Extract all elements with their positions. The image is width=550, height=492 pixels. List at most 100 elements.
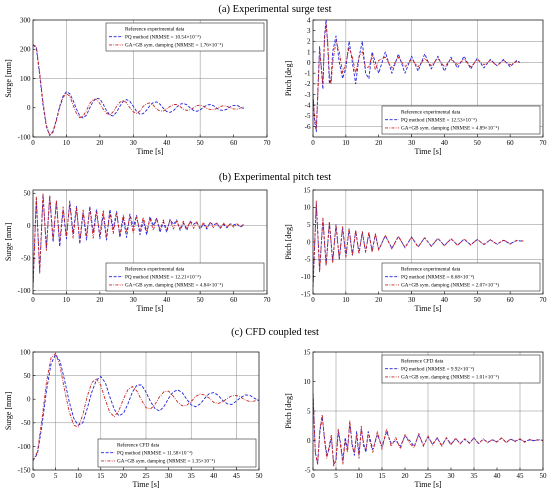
y-axis-label: Pitch [deg]	[284, 393, 293, 429]
y-tick-label: -100	[18, 443, 31, 451]
x-tick-label: 15	[379, 472, 387, 480]
legend-box	[105, 22, 265, 52]
series-line-ga	[313, 393, 543, 467]
y-tick-label: -10	[301, 273, 311, 281]
series-line-ga	[313, 200, 524, 288]
x-tick-label: 40	[163, 139, 171, 147]
x-tick-label: 15	[97, 472, 105, 480]
series-line-pq	[33, 44, 244, 136]
y-tick-label: -50	[21, 419, 31, 427]
y-tick-label: 50	[24, 190, 32, 198]
legend-label-ga: GA+GB sym. damping (NRMSE = 2.07×10⁻²)	[401, 282, 499, 289]
section-title-b: (b) Experimental pitch test	[219, 172, 331, 183]
x-tick-label: 30	[130, 296, 138, 304]
series-group	[33, 193, 244, 288]
series-line-ref	[33, 45, 244, 136]
x-tick-label: 50	[474, 139, 482, 147]
y-tick-label: 50	[24, 372, 32, 380]
x-tick-label: 50	[474, 296, 482, 304]
y-tick-label: -2	[305, 80, 311, 88]
legend-label-ref: Reference CFD data	[117, 441, 160, 448]
x-tick-label: 50	[540, 472, 548, 480]
chart-c-surge: 0 5 10 15 20 25 30 35 40 45 50 -150 -100 -50 0 50 100 Tim…	[4, 348, 263, 489]
y-tick-label: -15	[301, 290, 311, 298]
legend-label-pq: PQ method (NRMSE = 8.68×10⁻²)	[401, 274, 474, 281]
y-tick-label: 15	[304, 348, 312, 356]
chart-a-pitch: 0 10 20 30 40 50 60 70 -6 -5 -4 -3 -2 -1 0 1 2 3 4 Time [s]…	[284, 16, 547, 156]
x-tick-label: 0	[31, 139, 35, 147]
y-tick-label: -100	[18, 287, 31, 295]
x-tick-label: 40	[494, 472, 502, 480]
legend: Reference experimental data PQ method (NR…	[105, 262, 265, 292]
legend-label-ga: GA+GB sym. damping (NRMSE = 4.89×10⁻²)	[401, 125, 499, 132]
series-group	[313, 20, 521, 133]
x-tick-label: 20	[120, 472, 128, 480]
legend: Reference CFD data PQ method (NRMSE = 9.9…	[381, 354, 541, 384]
y-tick-label: 0	[307, 437, 311, 445]
x-axis-label: Time [s]	[136, 304, 163, 313]
x-tick-label: 0	[311, 472, 315, 480]
x-tick-label: 40	[163, 296, 171, 304]
x-tick-label: 60	[230, 139, 238, 147]
legend-label-pq: PQ method (NRMSE = 11.58×10⁻²)	[117, 450, 193, 457]
legend-box	[381, 262, 541, 292]
y-tick-label: 5	[307, 221, 311, 229]
y-tick-label: -50	[21, 255, 31, 263]
x-tick-label: 0	[311, 139, 315, 147]
plot-frame	[312, 19, 544, 138]
x-tick-label: 60	[507, 296, 515, 304]
x-tick-label: 40	[441, 139, 449, 147]
legend-label-pq: PQ method (NRMSE = 12.21×10⁻²)	[125, 274, 201, 281]
x-axis-label: Time [s]	[136, 147, 163, 156]
x-tick-label: 0	[31, 472, 35, 480]
legend-label-ga: GA+GB sym. damping (NRMSE = 1.35×10⁻²)	[117, 458, 215, 465]
x-tick-label: 40	[210, 472, 218, 480]
x-tick-label: 10	[342, 139, 350, 147]
legend-label-ref: Reference CFD data	[401, 357, 444, 364]
x-tick-label: 70	[264, 139, 272, 147]
y-tick-label: 100	[20, 348, 31, 356]
y-tick-label: -6	[305, 123, 311, 131]
x-tick-label: 25	[425, 472, 433, 480]
legend-label-pq: PQ method (NRMSE = 9.92×10⁻²)	[401, 366, 474, 373]
x-tick-label: 10	[356, 472, 364, 480]
y-tick-label: 0	[307, 238, 311, 246]
series-line-ga	[33, 44, 244, 136]
x-tick-label: 20	[375, 296, 383, 304]
x-tick-label: 5	[334, 472, 338, 480]
legend-label-ref: Reference experimental data	[401, 108, 461, 115]
x-axis-label: Time [s]	[414, 304, 441, 313]
legend-label-ref: Reference experimental data	[125, 25, 185, 32]
legend-box	[105, 262, 265, 292]
x-tick-label: 0	[311, 296, 315, 304]
legend-label-pq: PQ method (NRMSE = 10.54×10⁻²)	[125, 34, 201, 41]
x-tick-label: 30	[130, 139, 138, 147]
y-tick-label: 100	[20, 75, 31, 83]
series-line-pq	[313, 393, 543, 465]
y-tick-label: -5	[305, 466, 311, 474]
y-tick-label: 5	[307, 407, 311, 415]
series-line-ga	[33, 193, 244, 288]
y-axis-label: Pitch [deg]	[284, 224, 293, 260]
y-tick-label: -150	[18, 466, 31, 474]
y-tick-label: 4	[307, 16, 311, 24]
x-tick-label: 35	[471, 472, 479, 480]
legend-box	[381, 354, 541, 384]
x-tick-label: 10	[63, 296, 71, 304]
y-tick-label: 0	[307, 59, 311, 67]
legend: Reference experimental data PQ method (NR…	[105, 22, 265, 52]
series-group	[313, 393, 543, 467]
x-tick-label: 10	[342, 296, 350, 304]
y-axis-label: Pitch [deg]	[284, 61, 293, 97]
y-tick-label: -3	[305, 91, 311, 99]
y-tick-label: -4	[305, 101, 311, 109]
legend-box	[97, 438, 257, 468]
y-tick-label: 1	[307, 48, 311, 56]
legend-label-ref: Reference experimental data	[125, 265, 185, 272]
y-tick-label: 200	[20, 46, 31, 54]
x-tick-label: 30	[408, 139, 416, 147]
y-tick-label: -100	[18, 133, 31, 141]
